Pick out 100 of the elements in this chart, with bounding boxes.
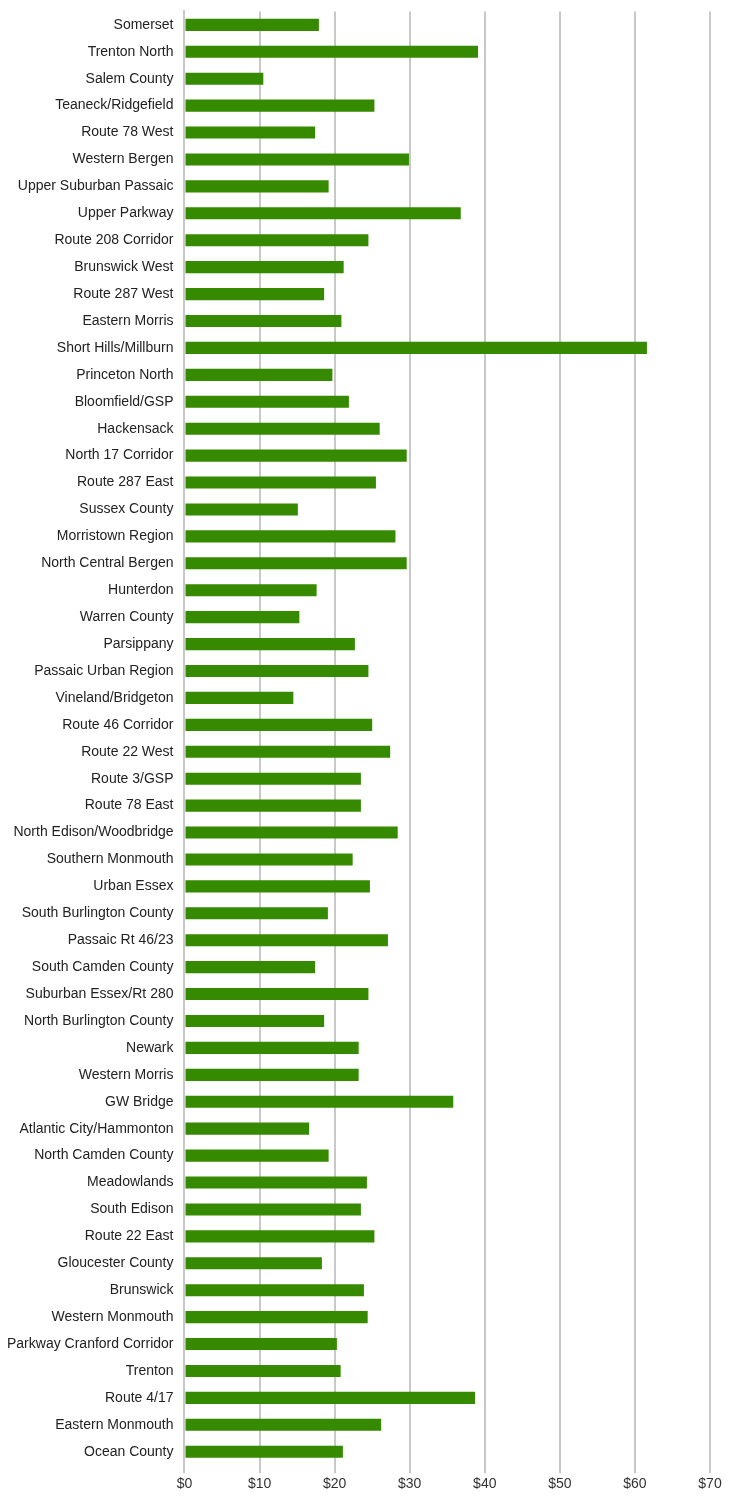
bar [185, 449, 407, 462]
x-tick-label: $60 [623, 1475, 647, 1492]
bar [185, 1445, 343, 1458]
bar [185, 772, 361, 785]
y-tick-label: Ocean County [84, 1442, 174, 1459]
y-tick-label: Upper Parkway [77, 204, 174, 221]
y-tick-label: Route 208 Corridor [54, 231, 174, 248]
bar [185, 530, 396, 543]
bar [185, 907, 328, 920]
x-tick-label: $10 [247, 1475, 272, 1492]
bar [185, 584, 317, 597]
y-tick-label: Passaic Rt 46/23 [67, 931, 174, 948]
y-tick-label: Route 3/GSP [91, 769, 174, 786]
x-tick-label: $50 [548, 1475, 572, 1492]
y-tick-label: Route 78 East [84, 796, 174, 813]
bar [185, 745, 391, 758]
bar [185, 611, 300, 624]
y-tick-label: Princeton North [76, 365, 174, 382]
bar [185, 934, 388, 947]
bar [185, 691, 294, 704]
bar [185, 341, 647, 354]
bar [185, 422, 380, 435]
y-tick-label: Meadowlands [87, 1173, 174, 1190]
y-tick-label: Warren County [79, 608, 174, 625]
y-tick-label: Trenton North [87, 42, 174, 59]
bar [185, 664, 369, 678]
bar [185, 99, 375, 112]
bar [185, 503, 298, 516]
y-tick-label: Newark [126, 1038, 175, 1055]
y-tick-label: North Central Bergen [41, 554, 174, 571]
bar [185, 1311, 368, 1324]
y-tick-label: Western Bergen [72, 150, 174, 167]
y-tick-label: North Burlington County [24, 1011, 174, 1028]
x-tick-label: $40 [473, 1475, 497, 1492]
y-tick-label: Somerset [113, 15, 174, 32]
y-tick-label: Route 287 East [76, 473, 174, 490]
y-tick-label: Western Morris [78, 1065, 174, 1082]
bar [185, 395, 349, 408]
y-tick-label: South Edison [90, 1200, 174, 1217]
y-tick-label: South Camden County [31, 958, 174, 974]
bar [185, 1284, 364, 1297]
y-tick-label: Hunterdon [108, 581, 174, 598]
bar [185, 368, 333, 381]
bar [185, 126, 316, 139]
y-tick-label: Brunswick [109, 1281, 175, 1298]
bar [185, 638, 355, 651]
y-tick-label: Sussex County [79, 500, 174, 517]
bar [185, 314, 342, 328]
y-tick-label: Gloucester County [57, 1254, 174, 1271]
y-tick-label: Route 46 Corridor [62, 715, 174, 732]
bar [185, 1337, 337, 1351]
y-tick-label: Hackensack [97, 419, 175, 436]
y-tick-label: Vineland/Bridgeton [55, 688, 174, 705]
y-tick-label: Atlantic City/Hammonton [19, 1119, 174, 1136]
bar [185, 18, 319, 31]
bar [185, 880, 370, 893]
y-tick-label: Route 22 West [81, 742, 174, 759]
y-tick-label: North 17 Corridor [65, 446, 174, 463]
y-tick-label: Eastern Morris [82, 311, 174, 328]
y-tick-label: Upper Suburban Passaic [17, 177, 174, 194]
bar [185, 1203, 361, 1216]
y-tick-label: GW Bridge [105, 1092, 174, 1109]
x-tick-label: $70 [698, 1475, 722, 1492]
bar [185, 557, 407, 570]
bar [185, 1122, 310, 1135]
bar [185, 1418, 382, 1431]
bar [185, 1391, 476, 1404]
y-tick-label: Western Monmouth [51, 1307, 174, 1324]
y-tick-label: Parsippany [103, 634, 174, 651]
y-tick-label: Route 4/17 [105, 1388, 174, 1405]
y-tick-label: Route 287 West [73, 284, 174, 301]
bar [185, 718, 373, 731]
bar [185, 1257, 322, 1270]
y-tick-label: Urban Essex [93, 877, 174, 894]
bar [185, 1095, 454, 1108]
y-tick-label: Bloomfield/GSP [74, 392, 174, 409]
y-tick-label: South Burlington County [21, 904, 174, 921]
x-tick-label: $0 [176, 1475, 193, 1492]
y-tick-label: Southern Monmouth [46, 850, 174, 867]
y-tick-label: Morristown Region [56, 527, 174, 544]
bar [185, 45, 479, 58]
y-tick-label: Parkway Cranford Corridor [7, 1334, 174, 1351]
y-tick-label: Brunswick West [74, 258, 174, 275]
bar [185, 180, 329, 193]
x-tick-label: $20 [322, 1475, 347, 1492]
bar [185, 1041, 359, 1054]
bar [185, 826, 398, 839]
y-tick-label: Short Hills/Millburn [56, 338, 174, 355]
y-tick-label: Trenton [125, 1361, 174, 1378]
bar [185, 1149, 329, 1162]
bar [185, 961, 316, 974]
bar [185, 288, 325, 301]
bar [185, 1230, 375, 1243]
x-tick-label: $30 [398, 1475, 422, 1492]
y-tick-label: Teaneck/Ridgefield [55, 96, 174, 113]
y-tick-label: North Camden County [34, 1146, 174, 1163]
y-tick-label: Salem County [85, 69, 174, 86]
bar [185, 988, 369, 1001]
y-tick-label: Passaic Urban Region [34, 661, 174, 678]
bar [185, 261, 344, 274]
